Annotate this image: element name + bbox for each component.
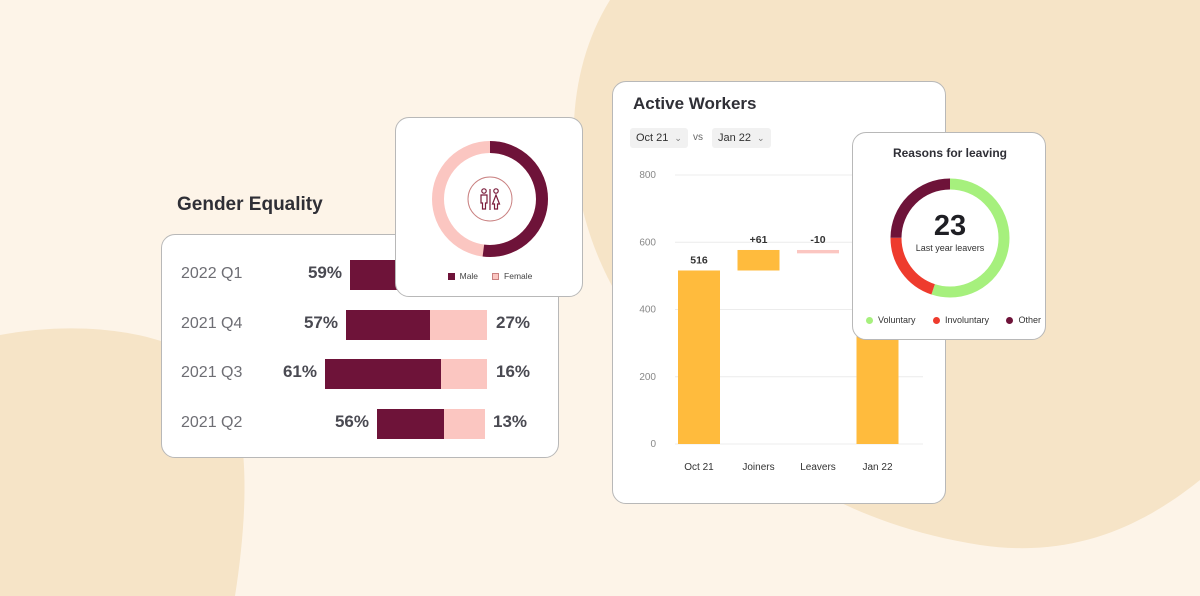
reasons-legend: Voluntary Involuntary Other [866, 315, 1041, 325]
male-bar [346, 310, 430, 340]
data-label: 516 [690, 254, 708, 266]
male-bar [325, 359, 441, 389]
female-bar [444, 409, 485, 439]
female-percent: 16% [496, 362, 531, 381]
quarter-label: 2021 Q2 [181, 414, 243, 431]
legend-label: Voluntary [878, 315, 916, 325]
gender-donut-chart [432, 141, 548, 257]
legend-item-voluntary: Voluntary [866, 315, 916, 325]
chevron-down-icon: ⌄ [674, 132, 682, 143]
bar [797, 249, 839, 254]
male-percent: 56% [334, 412, 369, 431]
legend-swatch-male [447, 272, 455, 280]
legend-item-female: Female [492, 271, 532, 281]
bar [678, 270, 720, 444]
total-leavers-label: Last year leavers [915, 243, 985, 253]
female-bar [430, 310, 487, 340]
active-workers-title: Active Workers [633, 94, 757, 113]
total-leavers-value: 23 [933, 210, 967, 242]
gender-donut-legend: Male Female [396, 271, 584, 281]
y-tick-label: 400 [639, 305, 656, 316]
table-row: 2021 Q2 56% 13% [162, 409, 560, 439]
to-period-dropdown[interactable]: Jan 22 ⌄ [712, 128, 771, 148]
male-percent: 61% [282, 362, 317, 381]
to-period-label: Jan 22 [718, 132, 752, 144]
donut-involuntary-arc [890, 178, 1010, 298]
data-label: +61 [750, 234, 768, 246]
quarter-label: 2022 Q1 [181, 265, 243, 282]
vs-label: vs [693, 132, 703, 143]
table-row: 2021 Q3 61% 16% [162, 359, 560, 389]
legend-label: Other [1018, 315, 1041, 325]
female-percent: 27% [496, 313, 531, 332]
reasons-for-leaving-card: Reasons for leaving 23 Last year leavers… [852, 132, 1046, 340]
legend-dot-other [1006, 316, 1014, 324]
gender-equality-title: Gender Equality [177, 194, 323, 215]
quarter-label: 2021 Q3 [181, 364, 243, 381]
male-bar [377, 409, 444, 439]
data-label: -10 [810, 234, 825, 246]
reasons-donut-chart [890, 178, 1010, 298]
female-percent: 13% [493, 412, 528, 431]
y-tick-label: 800 [639, 170, 656, 181]
y-tick-label: 0 [650, 439, 656, 450]
restroom-icon [480, 188, 501, 210]
from-period-dropdown[interactable]: Oct 21 ⌄ [630, 128, 688, 148]
male-percent: 59% [307, 263, 342, 282]
y-tick-label: 200 [639, 372, 656, 383]
legend-item-involuntary: Involuntary [932, 315, 990, 325]
bar [737, 249, 780, 271]
chevron-down-icon: ⌄ [757, 132, 765, 143]
female-bar [441, 359, 487, 389]
from-period-label: Oct 21 [636, 132, 669, 144]
legend-label: Involuntary [944, 315, 990, 325]
x-tick-label: Oct 21 [684, 462, 714, 473]
legend-dot-involuntary [932, 316, 940, 324]
y-tick-label: 600 [639, 237, 656, 248]
donut-male-arc [432, 141, 548, 257]
x-tick-label: Jan 22 [862, 462, 892, 473]
legend-label: Male [459, 271, 479, 281]
legend-swatch-female [492, 272, 500, 280]
table-row: 2021 Q4 57% 27% [162, 310, 560, 340]
gender-donut-card: Male Female [395, 117, 583, 297]
legend-dot-voluntary [866, 316, 873, 324]
male-percent: 57% [303, 313, 338, 332]
reasons-title: Reasons for leaving [892, 146, 1008, 160]
legend-item-other: Other [1006, 315, 1041, 325]
donut-other-arc [890, 178, 1010, 298]
legend-item-male: Male [447, 271, 479, 281]
x-tick-label: Joiners [742, 462, 774, 473]
quarter-label: 2021 Q4 [181, 315, 243, 332]
x-tick-label: Leavers [800, 462, 836, 473]
legend-label: Female [504, 271, 533, 281]
